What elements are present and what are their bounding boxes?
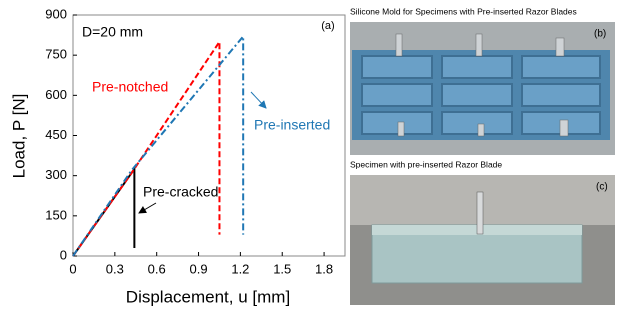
y-axis-label: Load, P [N] [9,94,28,179]
y-tick-label: 300 [45,167,67,182]
panel-label: (c) [596,182,608,193]
x-tick-label: 0.6 [148,261,166,276]
x-tick-label: 1.8 [315,261,333,276]
label-arrow [138,202,157,214]
series-line [72,38,221,257]
label-arrow [250,91,267,109]
x-axis-label: Displacement, u [mm] [126,287,290,306]
annotation: D=20 mm [82,24,143,40]
y-tick-label: 450 [45,127,67,142]
x-tick-label: 0.3 [106,261,124,276]
panel-label: (a) [321,20,334,32]
series-label: Pre-cracked [143,184,218,200]
y-tick-label: 750 [45,47,67,62]
x-tick-label: 1.2 [231,261,249,276]
specimen-photo [350,175,615,305]
x-tick-label: 0.9 [189,261,207,276]
photo-caption: Silicone Mold for Specimens with Pre-ins… [350,6,577,16]
y-tick-label: 150 [45,207,67,222]
series-line [72,33,245,257]
panel-label: (b) [594,29,606,40]
photo-caption: Specimen with pre-inserted Razor Blade [350,159,502,169]
mold-photo [350,22,615,155]
y-tick-label: 900 [45,6,67,21]
series-label: Pre-notched [92,79,168,95]
plot-frame [72,14,346,257]
series-label: Pre-inserted [254,117,330,133]
y-tick-label: 600 [45,87,67,102]
x-tick-label: 1.5 [273,261,291,276]
y-tick-label: 0 [60,247,67,262]
x-tick-label: 0 [69,261,76,276]
